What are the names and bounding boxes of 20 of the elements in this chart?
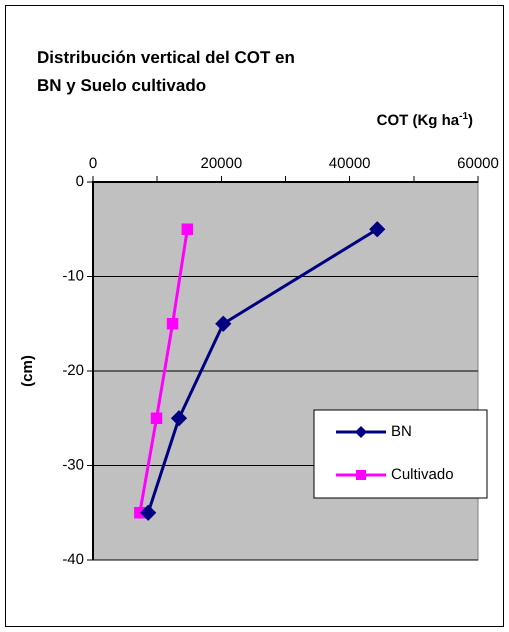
y-tick-label: 0 [76,173,84,190]
point [182,224,194,235]
chart-title: Distribución vertical del COT en BN y Suelo cultivado [37,48,295,95]
x-tick-label: 40000 [328,155,371,172]
point [171,410,186,426]
legend-label: Cultivado [391,466,454,484]
x-tick-label: 0 [88,155,98,172]
y-axis-title: (cm) [19,355,36,387]
y-tick-label: -20 [62,362,84,380]
legend-label: BN [391,423,412,440]
y-tick-label: -10 [62,268,84,285]
x-tick-label: 20000 [200,155,242,172]
y-tick-label: -30 [62,456,84,474]
x-tick-label: 60000 [457,155,499,172]
point [216,316,231,332]
y-tick-label: -40 [62,551,84,568]
point [370,222,385,237]
point [150,412,162,424]
point [166,318,178,330]
point [140,505,156,520]
